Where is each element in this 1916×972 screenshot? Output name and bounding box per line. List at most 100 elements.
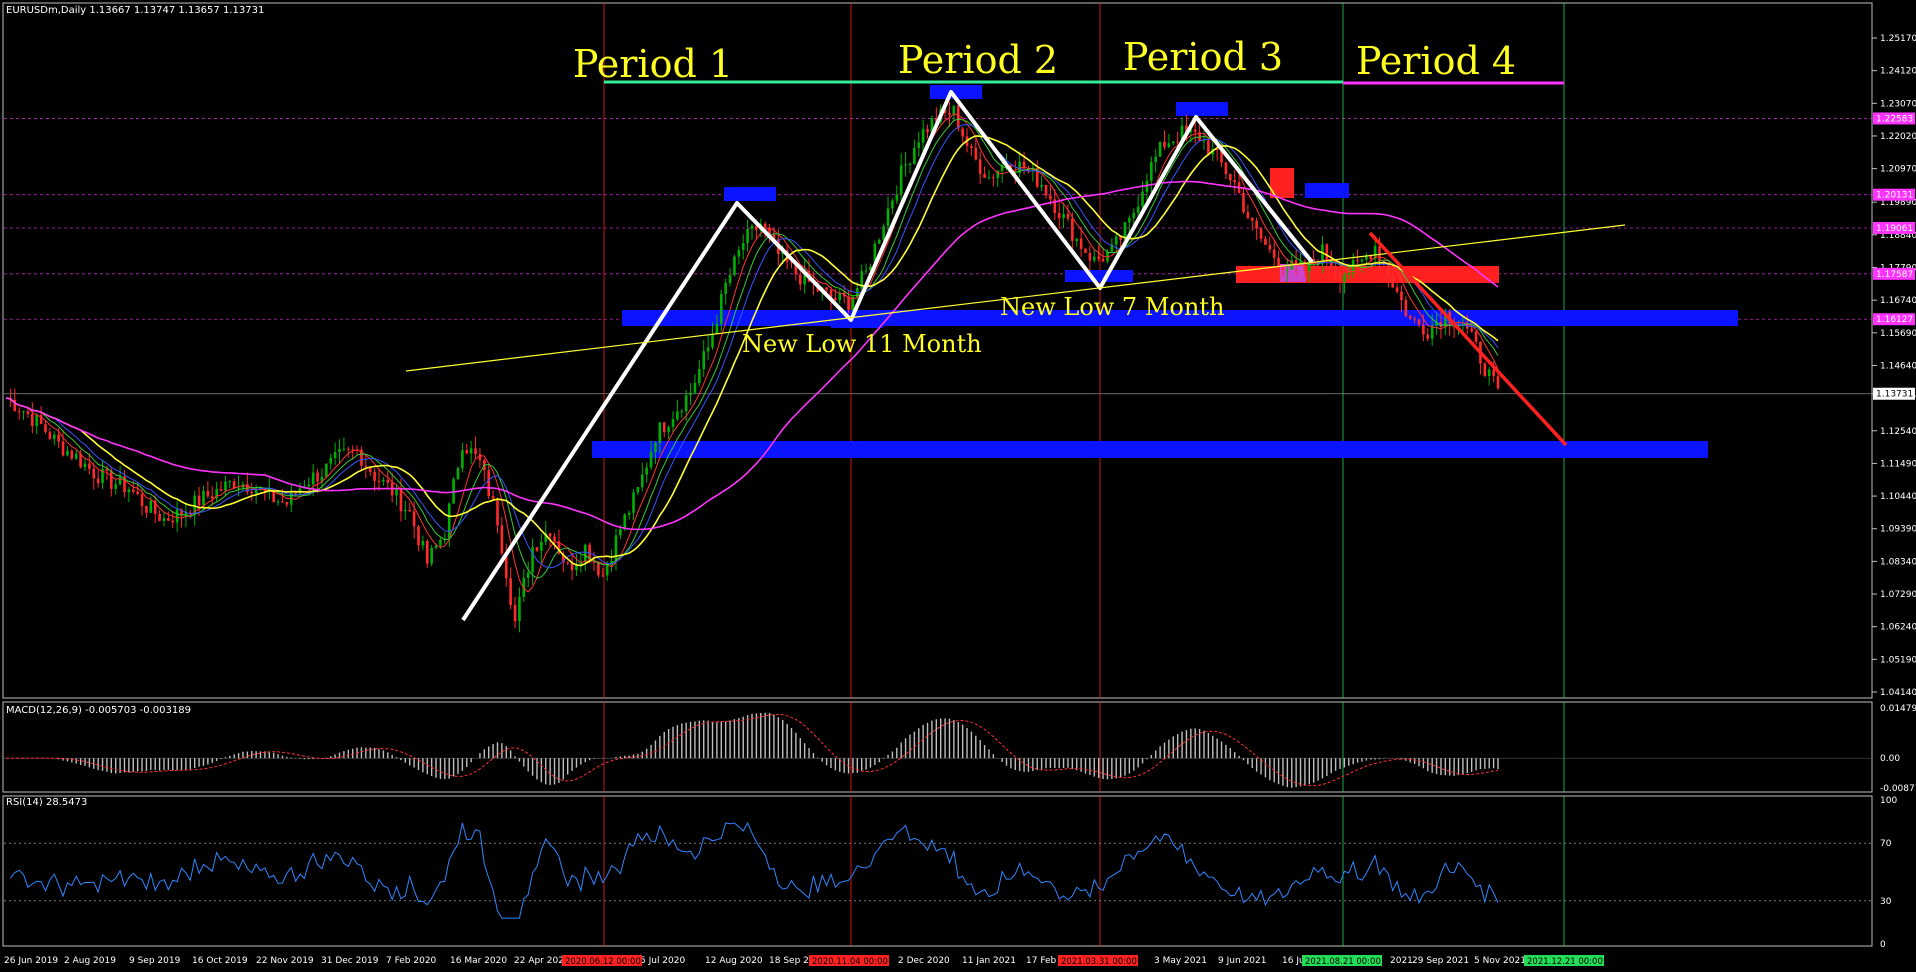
candle-body <box>1233 180 1237 183</box>
candle-body <box>645 467 648 475</box>
candle-body <box>689 392 692 396</box>
candle-body <box>439 539 442 546</box>
candle-body <box>237 487 240 489</box>
candle-body <box>956 105 960 129</box>
candle-body <box>1299 261 1302 265</box>
rsi-tick-label: 0 <box>1880 940 1886 950</box>
candle-body <box>1242 192 1245 213</box>
candle-body <box>13 399 17 412</box>
candle-body <box>860 271 864 289</box>
candle-body <box>180 509 183 516</box>
candle-body <box>1141 191 1144 207</box>
price-zone <box>1065 270 1133 282</box>
rsi-panel[interactable] <box>2 795 1873 947</box>
candle-body <box>88 463 91 469</box>
candle-body <box>908 163 912 165</box>
candle-body <box>605 565 609 576</box>
candle-body <box>1022 161 1026 169</box>
candle-body <box>1066 213 1070 219</box>
candle-body <box>935 118 938 122</box>
date-tick-label: 5 Jul 2020 <box>640 956 685 966</box>
candle-body <box>676 411 679 420</box>
candle-body <box>1474 331 1478 342</box>
candle-body <box>698 369 701 383</box>
rsi-tick-label: 70 <box>1880 839 1892 849</box>
candle-body <box>474 448 477 454</box>
candle-body <box>733 256 736 275</box>
candle-body <box>886 208 890 227</box>
date-tick-label: 2021 <box>1390 956 1413 966</box>
candle-body <box>145 506 148 513</box>
candle-body <box>553 536 556 542</box>
candle-body <box>1176 141 1179 143</box>
macd-panel[interactable] <box>2 701 1873 793</box>
candle-body <box>1246 212 1250 218</box>
candle-body <box>66 450 69 456</box>
price-level-tag-label: 1.20131 <box>1876 191 1913 201</box>
candle-body <box>513 604 517 622</box>
macd-tick-label: -0.008775 <box>1880 784 1916 794</box>
candle-body <box>421 541 425 546</box>
candle-body <box>1430 325 1434 339</box>
candle-body <box>930 118 934 133</box>
date-marker-label: 2021.12.21 00:00 <box>1527 957 1603 967</box>
date-tick-label: 31 Dec 2019 <box>321 956 379 966</box>
candle-body <box>197 495 201 506</box>
candle-body <box>917 142 921 148</box>
candle-body <box>136 491 139 495</box>
candle-body <box>74 453 78 459</box>
candle-body <box>1062 213 1065 219</box>
candle-body <box>1198 131 1201 141</box>
candle-body <box>1325 244 1329 260</box>
candle-body <box>715 324 719 334</box>
price-panel[interactable] <box>2 2 1873 699</box>
macd-label: MACD(12,26,9) -0.005703 -0.003189 <box>6 705 191 716</box>
candle-body <box>171 520 175 523</box>
candle-body <box>417 526 420 546</box>
candle-body <box>1259 228 1263 239</box>
candle-body <box>711 333 714 348</box>
candle-body <box>825 287 828 290</box>
candle-body <box>1373 246 1377 260</box>
period-3-label: Period 3 <box>1123 35 1283 79</box>
date-tick-label: 16 Oct 2019 <box>192 956 248 966</box>
candle-body <box>961 128 964 137</box>
price-level-tag-label: 1.19061 <box>1876 224 1913 234</box>
candle-body <box>1356 259 1359 262</box>
candle-body <box>518 596 521 622</box>
candle-body <box>1483 363 1487 376</box>
candle-body <box>360 449 363 466</box>
candle-body <box>364 465 368 467</box>
price-zone <box>724 187 776 201</box>
candle-body <box>228 481 232 483</box>
projection-arrow <box>1368 231 1568 447</box>
candle-body <box>382 479 385 482</box>
candle-body <box>478 453 482 461</box>
candle-body <box>1408 316 1412 319</box>
candle-body <box>254 489 258 494</box>
candle-body <box>952 105 956 116</box>
candle-body <box>386 479 390 483</box>
date-marker-tag <box>562 955 642 966</box>
price-level-tag-label: 1.13731 <box>1876 390 1913 400</box>
candle-body <box>79 453 82 468</box>
candle-body <box>627 512 631 515</box>
ma-blue <box>5 124 1499 569</box>
candle-body <box>509 578 512 605</box>
price-tick-label: 1.14640 <box>1880 361 1916 371</box>
candle-body <box>632 492 635 513</box>
ma-slow-magenta <box>5 180 1499 531</box>
candle-body <box>610 560 613 566</box>
candle-body <box>1264 238 1267 245</box>
candle-body <box>649 451 653 468</box>
price-level-tag <box>1873 221 1915 234</box>
candle-body <box>1308 258 1311 272</box>
candle-body <box>232 481 236 489</box>
candlesticks <box>9 98 1500 633</box>
candle-body <box>526 572 530 578</box>
candle-body <box>1079 238 1083 249</box>
candle-body <box>316 472 319 482</box>
candle-body <box>412 511 416 527</box>
price-tick-label: 1.12540 <box>1880 427 1916 437</box>
